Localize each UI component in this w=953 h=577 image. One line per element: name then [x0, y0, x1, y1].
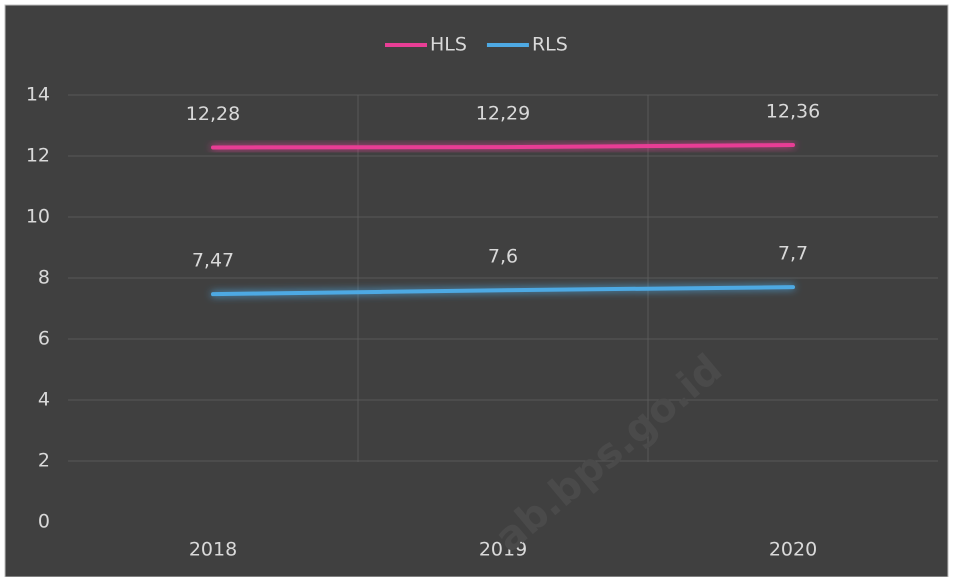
- y-tick-label: 14: [26, 84, 50, 106]
- y-tick-label: 6: [38, 328, 50, 350]
- data-label: 7,7: [778, 243, 808, 265]
- data-label: 12,36: [766, 101, 820, 123]
- y-tick-label: 8: [38, 267, 50, 289]
- y-tick-label: 12: [26, 145, 50, 167]
- legend-label: HLS: [430, 34, 467, 56]
- y-tick-label: 10: [26, 206, 50, 228]
- series-line: [211, 285, 795, 297]
- x-tick-label: 2019: [479, 539, 527, 561]
- series-line: [211, 143, 795, 150]
- legend-label: RLS: [532, 34, 568, 56]
- data-label: 12,28: [186, 103, 240, 125]
- y-tick-label: 0: [38, 511, 50, 533]
- data-label: 12,29: [476, 103, 530, 125]
- y-tick-label: 4: [38, 389, 50, 411]
- data-label: 7,47: [192, 250, 234, 272]
- data-label: 7,6: [488, 246, 518, 268]
- y-tick-label: 2: [38, 450, 50, 472]
- x-tick-label: 2018: [189, 539, 237, 561]
- x-tick-label: 2020: [769, 539, 817, 561]
